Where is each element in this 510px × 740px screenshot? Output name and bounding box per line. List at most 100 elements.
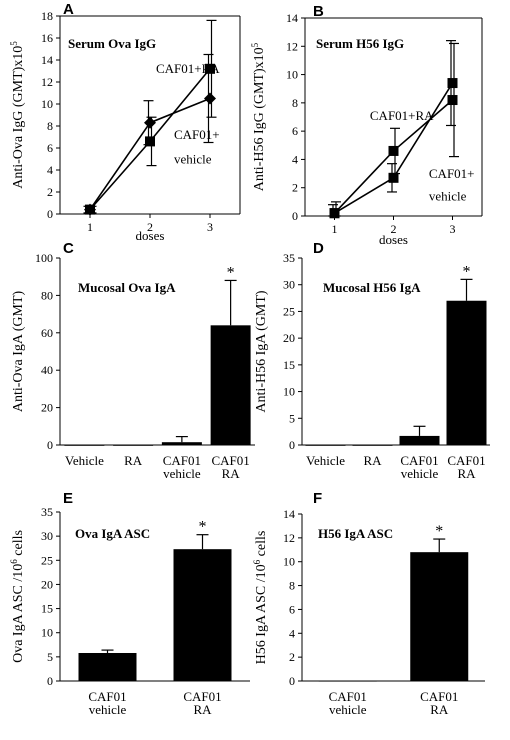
category-label: CAF01	[88, 689, 126, 704]
bar	[173, 549, 232, 681]
x-axis-label: doses	[379, 232, 408, 247]
bar	[113, 445, 154, 446]
y-tick-label: 8	[289, 579, 295, 593]
significance-marker: *	[199, 519, 207, 536]
x-tick-label: 1	[332, 222, 338, 236]
y-tick-label: 80	[41, 288, 53, 302]
y-tick-label: 10	[283, 555, 295, 569]
category-label: vehicle	[401, 466, 439, 481]
x-tick-label: 3	[450, 222, 456, 236]
y-axis-label: H56 IgA ASC /106 cells	[252, 531, 269, 665]
category-label: CAF01	[420, 689, 458, 704]
y-tick-label: 18	[41, 9, 53, 23]
y-tick-label: 12	[286, 39, 298, 53]
data-point	[205, 63, 215, 74]
category-label: RA	[222, 466, 241, 481]
category-label: vehicle	[89, 702, 127, 717]
y-tick-label: 0	[47, 438, 53, 452]
data-point	[388, 145, 399, 156]
category-label: RA	[363, 453, 382, 468]
chart-title: Ova IgA ASC	[75, 526, 150, 541]
y-tick-label: 14	[41, 53, 53, 67]
y-tick-label: 40	[41, 363, 53, 377]
y-tick-label: 8	[292, 96, 298, 110]
y-tick-label: 0	[292, 209, 298, 223]
y-tick-label: 10	[41, 626, 53, 640]
y-tick-label: 2	[289, 650, 295, 664]
bar	[64, 445, 105, 446]
y-tick-label: 12	[283, 531, 295, 545]
data-point	[145, 136, 155, 147]
y-tick-label: 15	[283, 358, 295, 372]
data-point	[84, 203, 96, 216]
data-point	[447, 95, 458, 106]
y-tick-label: 0	[47, 207, 53, 221]
x-tick-label: 2	[147, 220, 153, 234]
y-tick-label: 4	[289, 626, 295, 640]
data-point	[447, 78, 458, 89]
y-tick-label: 0	[289, 674, 295, 688]
y-axis-label: Anti-Ova IgG (GMT)x105	[9, 41, 26, 189]
y-tick-label: 20	[283, 331, 295, 345]
category-label: CAF01	[447, 453, 485, 468]
y-axis-label: Anti-H56 IgA (GMT)	[254, 290, 269, 412]
category-label: CAF01	[329, 689, 367, 704]
y-tick-label: 4	[292, 152, 298, 166]
chart-title: Mucosal Ova IgA	[78, 280, 176, 295]
y-axis-label: Anti-H56 IgG (GMT)x105	[250, 42, 267, 191]
y-tick-label: 10	[283, 385, 295, 399]
category-label: RA	[430, 702, 449, 717]
bar	[318, 680, 377, 682]
y-tick-label: 16	[41, 31, 53, 45]
x-axis-label: doses	[136, 228, 165, 243]
bar	[210, 325, 251, 445]
chart-title: H56 IgA ASC	[318, 526, 393, 541]
category-label: Vehicle	[65, 453, 104, 468]
y-tick-label: 30	[41, 529, 53, 543]
chart-title: Serum H56 IgG	[316, 36, 404, 51]
category-label: CAF01	[211, 453, 249, 468]
bar	[446, 300, 487, 445]
y-tick-label: 2	[292, 181, 298, 195]
y-tick-label: 100	[35, 251, 53, 265]
x-tick-label: 2	[391, 222, 397, 236]
category-label: RA	[124, 453, 143, 468]
bar	[352, 445, 393, 446]
y-tick-label: 35	[41, 505, 53, 519]
category-label: vehicle	[163, 466, 201, 481]
category-label: RA	[193, 702, 212, 717]
data-point	[329, 208, 340, 219]
panel-letter: D	[313, 240, 324, 257]
panel-letter: B	[313, 3, 324, 20]
y-axis-label: Anti-Ova IgA (GMT)	[11, 291, 26, 413]
series-annotation: CAF01+RA	[370, 108, 434, 123]
significance-marker: *	[227, 264, 235, 281]
y-tick-label: 30	[283, 278, 295, 292]
bar	[399, 435, 440, 445]
category-label: CAF01	[183, 689, 221, 704]
category-label: CAF01	[400, 453, 438, 468]
y-tick-label: 5	[289, 411, 295, 425]
y-tick-label: 0	[47, 674, 53, 688]
data-point	[388, 172, 399, 183]
y-tick-label: 15	[41, 602, 53, 616]
series-annotation: vehicle	[174, 151, 212, 166]
category-label: CAF01	[163, 453, 201, 468]
bar	[161, 442, 202, 445]
panel-letter: A	[63, 1, 74, 18]
data-point	[144, 116, 156, 129]
y-tick-label: 6	[47, 141, 53, 155]
x-tick-label: 1	[87, 220, 93, 234]
y-tick-label: 20	[41, 401, 53, 415]
series-annotation: CAF01+	[429, 166, 475, 181]
y-tick-label: 8	[47, 119, 53, 133]
y-tick-label: 2	[47, 185, 53, 199]
panel-letter: F	[313, 490, 322, 507]
category-label: RA	[457, 466, 476, 481]
